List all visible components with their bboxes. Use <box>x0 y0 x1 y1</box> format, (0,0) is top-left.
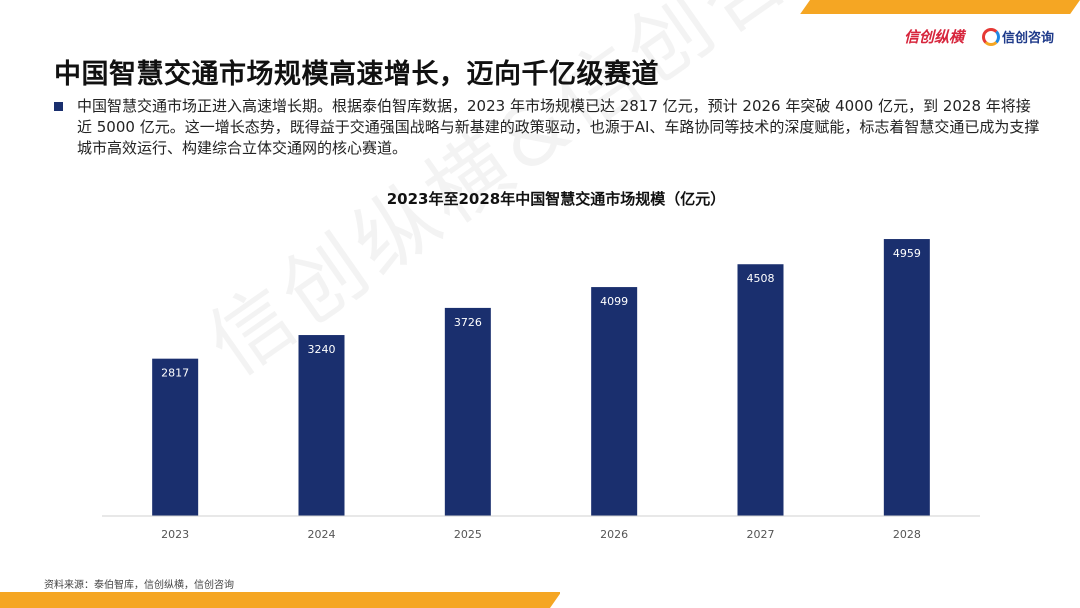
chart-title: 2023年至2028年中国智慧交通市场规模（亿元） <box>387 190 726 208</box>
top-accent-stripe <box>800 0 1080 14</box>
x-tick-label-2028: 2028 <box>893 528 921 541</box>
x-axis-ticks: 2023 2024 2025 2026 2027 2028 <box>161 528 921 541</box>
bar-2025 <box>444 307 491 516</box>
bar-2023 <box>152 358 199 516</box>
xinchuang-consulting-logo: 信创咨询 <box>981 27 1054 46</box>
bar-value-label-2028: 4959 <box>893 247 921 260</box>
bar-2027 <box>737 264 784 516</box>
x-tick-label-2025: 2025 <box>454 528 482 541</box>
source-note: 资料来源：泰伯智库，信创纵横，信创咨询 <box>44 580 234 591</box>
page-title: 中国智慧交通市场规模高速增长，迈向千亿级赛道 <box>54 59 659 90</box>
x-tick-label-2027: 2027 <box>747 528 775 541</box>
xinchuang-zongheng-logo: 信创纵横 <box>903 28 964 46</box>
square-bullet-icon <box>54 102 63 111</box>
bar-value-label-2026: 4099 <box>600 295 628 308</box>
bottom-accent-stripe <box>0 592 560 608</box>
xinchuang-consulting-logo-text: 信创咨询 <box>1001 31 1054 46</box>
bar-2024 <box>298 335 345 516</box>
ring-icon <box>981 27 1000 46</box>
summary-text: 中国智慧交通市场正进入高速增长期。根据泰伯智库数据，2023 年市场规模已达 2… <box>77 97 1040 157</box>
market-size-bar-chart: 2023年至2028年中国智慧交通市场规模（亿元） 2817 3240 3726 40… <box>102 190 980 541</box>
x-tick-label-2023: 2023 <box>161 528 189 541</box>
bar-series: 2817 3240 3726 4099 4508 4959 <box>152 239 930 516</box>
summary-bullet: 中国智慧交通市场正进入高速增长期。根据泰伯智库数据，2023 年市场规模已达 2… <box>54 96 1044 159</box>
logo-group: 信创纵横 信创咨询 <box>904 26 1054 47</box>
bar-value-label-2025: 3726 <box>454 316 482 329</box>
bar-2028 <box>883 239 930 516</box>
x-tick-label-2024: 2024 <box>308 528 336 541</box>
bar-value-label-2024: 3240 <box>308 343 336 356</box>
bar-value-label-2027: 4508 <box>747 272 775 285</box>
bar-2026 <box>591 287 638 516</box>
x-tick-label-2026: 2026 <box>600 528 628 541</box>
bar-value-label-2023: 2817 <box>161 367 189 380</box>
